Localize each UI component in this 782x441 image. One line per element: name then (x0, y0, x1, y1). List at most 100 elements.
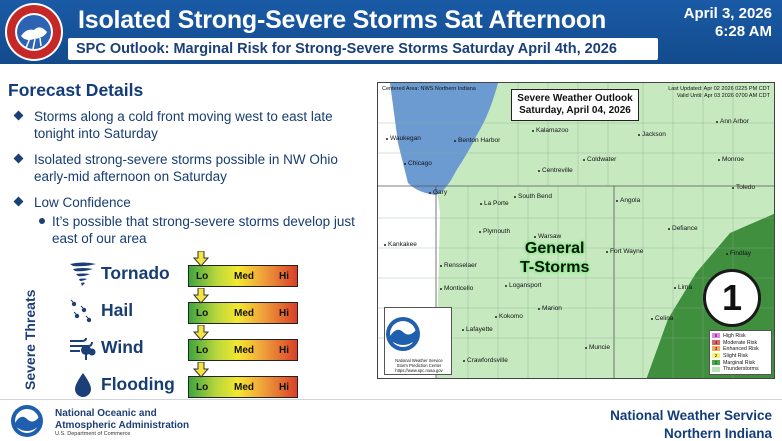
legend-row: 2 Slight Risk (712, 353, 769, 360)
legend-label: Moderate Risk (723, 339, 758, 346)
diamond-bullet-icon (13, 153, 24, 164)
scale-lo-label: Lo (196, 308, 209, 319)
city-label: Kalamazoo (532, 127, 569, 134)
city-label: Chicago (404, 160, 432, 167)
threat-label: Flooding (101, 374, 175, 394)
threat-row-wind: Wind Lo Med Hi (68, 325, 300, 363)
dot-bullet-icon (39, 218, 45, 224)
map-last-updated: Last Updated: Apr 02 2026 0225 PM CDT (668, 86, 770, 92)
severe-outlook-map: Centered Area: NWS Northern Indiana Last… (377, 82, 775, 379)
diamond-bullet-icon (13, 196, 24, 207)
map-centered-area: Centered Area: NWS Northern Indiana (382, 86, 476, 92)
scale-med-label: Med (234, 271, 254, 282)
threat-label: Tornado (101, 263, 170, 283)
city-label: Angola (615, 197, 641, 204)
general-tstorms-label: General T-Storms (520, 239, 589, 277)
wind-icon (70, 337, 96, 360)
city-label: Monroe (717, 156, 745, 163)
arrow-down-icon (193, 251, 209, 267)
city-label: Gary (428, 189, 448, 196)
city-label: Lafayette (462, 326, 493, 333)
noaa-name: National Oceanic and Atmospheric Adminis… (55, 408, 189, 432)
water-drop-icon (75, 373, 91, 397)
city-label: Kankakee (384, 241, 417, 248)
legend-label: Marginal Risk (723, 359, 756, 366)
noaa-spc-badge: National Weather Service Storm Predictio… (384, 307, 452, 375)
threat-label: Wind (101, 337, 144, 357)
footer: National Oceanic and Atmospheric Adminis… (0, 399, 782, 441)
legend-row: Thunderstorms (712, 366, 769, 373)
bullet-text: Isolated strong-severe storms possible i… (34, 152, 338, 184)
legend-row: 3 Enhanced Risk (712, 346, 769, 353)
bullet-item: Storms along a cold front moving west to… (13, 108, 364, 142)
city-label: Lima (673, 284, 693, 291)
threat-label: Hail (101, 300, 134, 320)
page-subtitle: SPC Outlook: Marginal Risk for Strong-Se… (76, 41, 617, 57)
header-banner: Isolated Strong-Severe Storms Sat Aftern… (0, 0, 782, 64)
threat-row-hail: Hail Lo Med Hi (68, 288, 300, 326)
diamond-bullet-icon (13, 110, 24, 121)
nws-office: National Weather Service Northern Indian… (610, 407, 772, 441)
city-label: Benton Harbor (453, 137, 501, 144)
nws-logo-icon (5, 3, 63, 61)
scale-med-label: Med (234, 345, 254, 356)
noaa-logo-icon (11, 405, 43, 437)
noaa-logo-icon (386, 317, 420, 351)
city-label: Centreville (538, 167, 573, 174)
outlook-date: Saturday, April 04, 2026 (519, 105, 631, 116)
bullet-item: Low Confidence (13, 194, 364, 211)
scale-hi-label: Hi (279, 271, 289, 282)
threat-level-scale: Lo Med Hi (188, 339, 298, 361)
city-label: Plymouth (478, 228, 511, 235)
hail-icon (70, 299, 92, 323)
scale-med-label: Med (234, 382, 254, 393)
risk-level-badge: 1 (703, 269, 761, 327)
legend-swatch: 5 (712, 333, 720, 339)
legend-swatch: 1 (712, 359, 720, 365)
doc-name: U.S. Department of Commerce (55, 431, 131, 437)
outlook-title-box: Severe Weather Outlook Saturday, April 0… (511, 89, 639, 121)
noaa-caption-3: https://www.spc.noaa.gov (395, 368, 443, 373)
legend-label: Enhanced Risk (723, 346, 759, 353)
city-label: Kokomo (495, 313, 523, 320)
forecast-details-heading: Forecast Details (8, 80, 144, 100)
general-label-line2: T-Storms (520, 259, 590, 276)
city-label: Rensselaer (440, 262, 477, 269)
city-label: Jackson (638, 131, 666, 138)
scale-hi-label: Hi (279, 308, 289, 319)
city-label: South Bend (514, 193, 552, 200)
city-label: Defiance (668, 225, 698, 232)
legend-row: 1 Marginal Risk (712, 360, 769, 367)
scale-med-label: Med (234, 308, 254, 319)
legend-label: High Risk (723, 333, 746, 339)
noaa-caption-1: National Weather Service (395, 358, 443, 363)
city-label: Toledo (731, 184, 756, 191)
city-label: Marion (538, 305, 562, 312)
city-label: Waukegan (386, 135, 421, 142)
tornado-icon (70, 262, 96, 286)
scale-hi-label: Hi (279, 382, 289, 393)
city-label: Muncie (585, 344, 610, 351)
noaa-name-line1: National Oceanic and (55, 408, 157, 419)
bullet-text: Low Confidence (34, 195, 131, 210)
sub-bullet-item: It’s possible that strong-severe storms … (32, 213, 364, 247)
issue-date: April 3, 2026 (683, 5, 772, 22)
sub-bullet-text: It’s possible that strong-severe storms … (52, 214, 355, 246)
city-label: Coldwater (582, 156, 617, 163)
nws-office-line2: Northern Indiana (663, 426, 772, 441)
nws-office-line1: National Weather Service (610, 408, 772, 423)
arrow-down-icon (193, 362, 209, 378)
city-label: Warsaw (533, 233, 562, 240)
city-label: Ann Arbor (716, 118, 749, 125)
risk-legend: 5 High Risk 4 Moderate Risk 3 Enhanced Risk… (709, 330, 772, 375)
noaa-caption-2: Storm Prediction Center (396, 363, 442, 368)
subtitle-bar (68, 38, 658, 60)
scale-lo-label: Lo (196, 345, 209, 356)
city-label: Logansport (505, 282, 542, 289)
city-label: Celina (650, 315, 674, 322)
threat-row-tornado: Tornado Lo Med Hi (68, 251, 300, 289)
map-valid-until: Valid Until: Apr 03 2026 0700 AM CDT (676, 93, 770, 99)
city-label: Findlay (726, 250, 751, 257)
city-label: La Porte (480, 200, 509, 207)
bullet-text: Storms along a cold front moving west to… (34, 109, 333, 141)
